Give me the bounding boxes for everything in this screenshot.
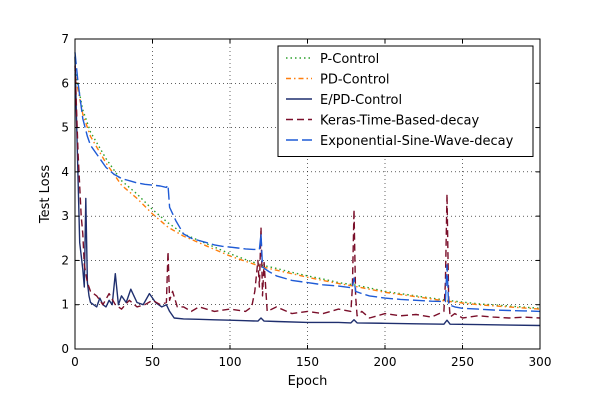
series-line-4 bbox=[74, 52, 541, 313]
legend: P-Control PD-Control E/PD-Control Keras-Tim… bbox=[277, 45, 534, 157]
series-lines bbox=[74, 52, 541, 327]
series-line-3 bbox=[74, 65, 541, 319]
y-tick-label: 6 bbox=[61, 76, 69, 90]
axis-ticks: 0 50 100 150 200 250 300 0 1 2 3 4 5 6 7 bbox=[61, 32, 551, 369]
legend-label: P-Control bbox=[320, 52, 379, 67]
legend-label: E/PD-Control bbox=[320, 93, 402, 108]
y-tick-label: 3 bbox=[61, 209, 69, 223]
legend-label: Keras-Time-Based-decay bbox=[320, 114, 479, 129]
x-tick-label: 50 bbox=[145, 355, 160, 369]
y-tick-label: 2 bbox=[61, 253, 69, 267]
x-tick-label: 200 bbox=[374, 355, 397, 369]
x-tick-label: 300 bbox=[529, 355, 552, 369]
y-tick-label: 0 bbox=[61, 342, 69, 356]
x-axis-label: Epoch bbox=[288, 374, 328, 389]
legend-label: Exponential-Sine-Wave-decay bbox=[320, 134, 514, 149]
x-tick-label: 150 bbox=[296, 355, 319, 369]
x-tick-label: 0 bbox=[71, 355, 79, 369]
legend-label: PD-Control bbox=[320, 73, 390, 88]
legend-box bbox=[277, 45, 534, 157]
y-axis-label: Test Loss bbox=[38, 165, 53, 224]
y-tick-label: 4 bbox=[61, 165, 69, 179]
y-tick-label: 5 bbox=[61, 121, 69, 135]
x-tick-label: 100 bbox=[219, 355, 242, 369]
x-tick-label: 250 bbox=[451, 355, 474, 369]
series-line-2 bbox=[74, 56, 541, 327]
series-line-1 bbox=[74, 74, 541, 310]
y-tick-label: 7 bbox=[61, 32, 69, 46]
y-tick-label: 1 bbox=[61, 298, 69, 312]
